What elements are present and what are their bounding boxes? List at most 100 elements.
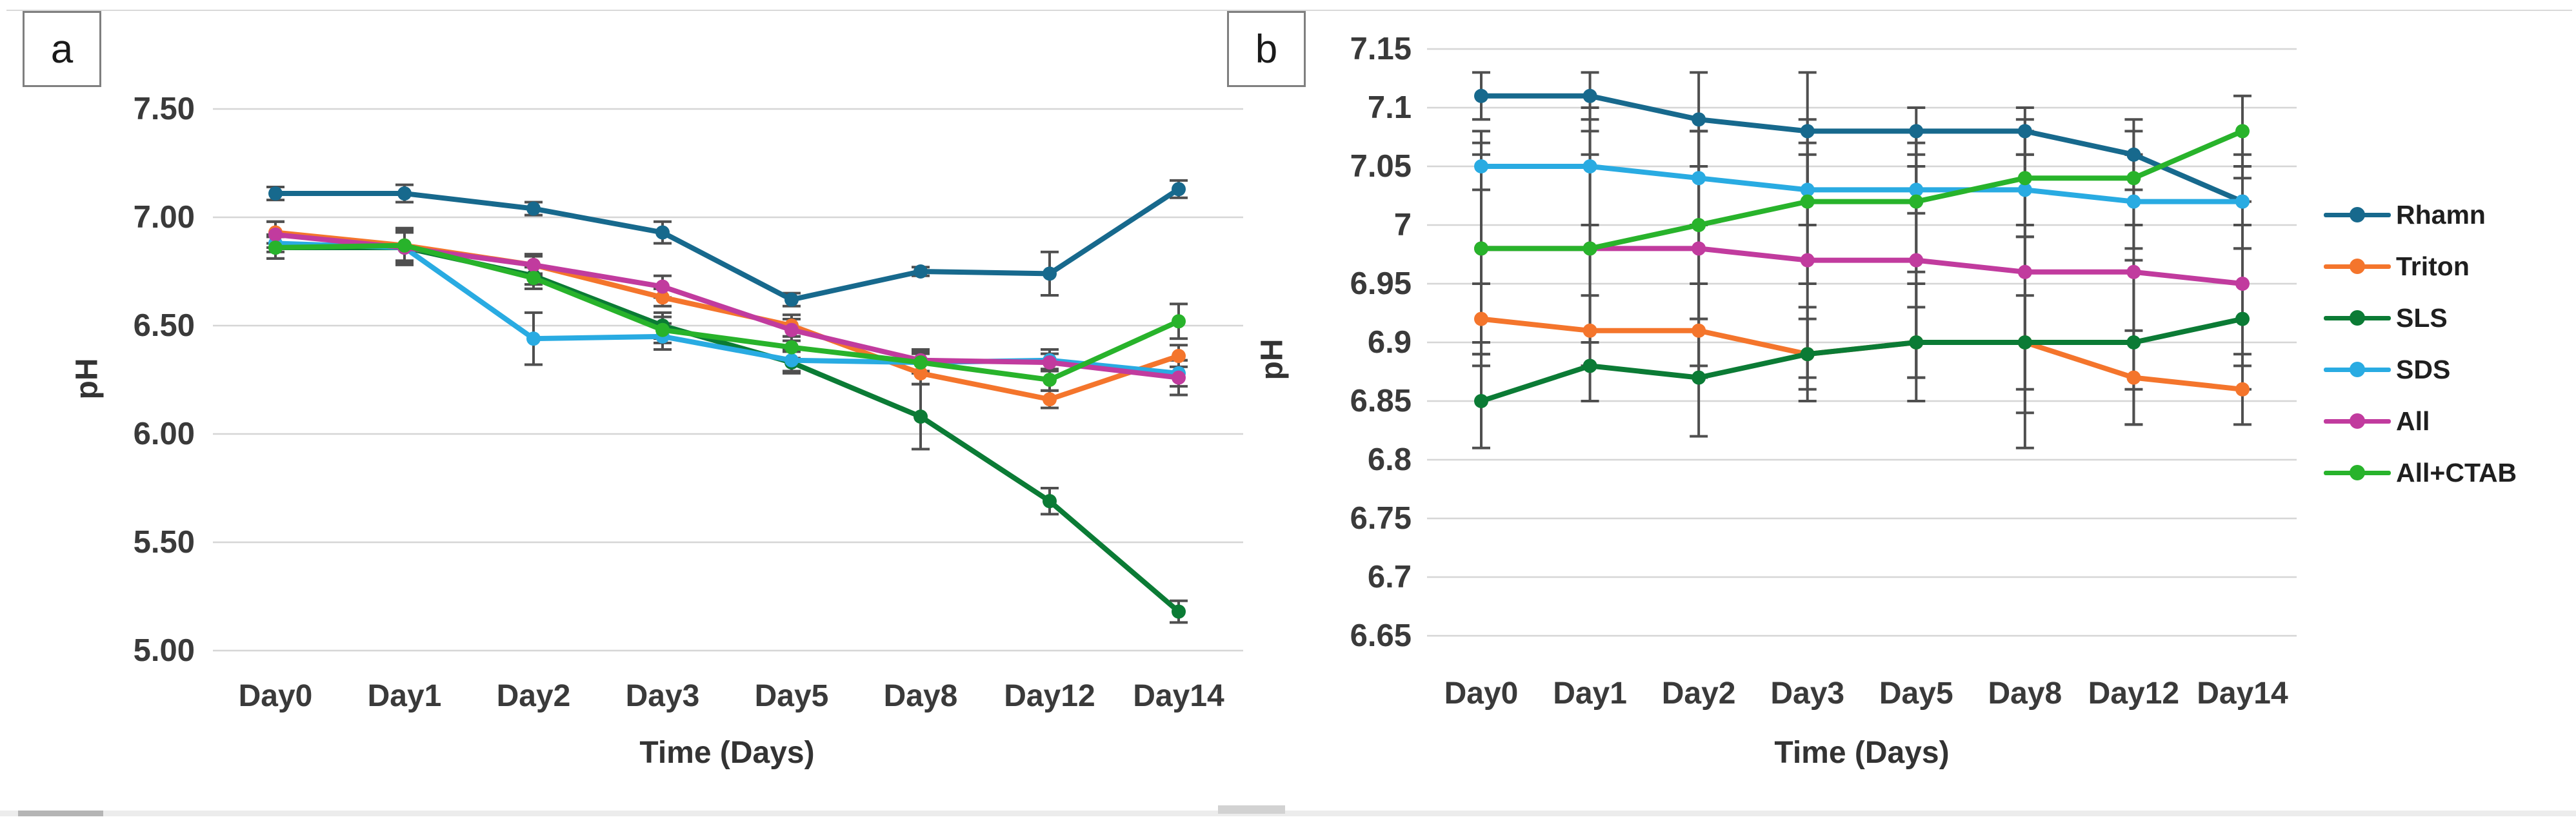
y-tick-label: 7.50 [133,92,195,126]
y-tick-label: 7.05 [1350,149,1412,184]
data-point-All+CTAB [2235,124,2250,139]
data-point-All+CTAB [784,340,799,355]
data-point-SLS [1800,347,1815,362]
legend-item-SDS: SDS [2324,354,2450,385]
data-point-Rhamn [1800,124,1815,139]
data-point-Triton [914,366,928,380]
legend-dot [2350,465,2365,480]
data-point-All+CTAB [2126,171,2141,186]
data-point-All+CTAB [914,355,928,370]
y-tick-label: 6.50 [133,308,195,343]
legend-label: SDS [2396,354,2451,384]
data-point-Rhamn [397,186,412,201]
x-tick-label: Day2 [496,679,571,713]
y-tick-label: 6.00 [133,417,195,451]
data-point-All+CTAB [2017,171,2032,186]
data-point-Triton [1043,392,1057,407]
legend-marker-icon [2324,258,2391,275]
series-line-Rhamn [1479,93,2245,204]
legend-label: SLS [2396,302,2448,333]
data-point-All [526,257,541,272]
legend-item-Rhamn: Rhamn [2324,199,2486,230]
legend-label: Triton [2396,251,2470,281]
data-point-Rhamn [2126,147,2141,162]
data-point-All+CTAB [397,238,412,253]
data-point-Rhamn [1043,266,1057,281]
panel-a-x-axis-title: Time (Days) [639,736,815,770]
x-tick-label: Day2 [1661,676,1736,711]
panel-b-x-axis-title: Time (Days) [1774,736,1950,770]
bottom-divider-tab [1218,805,1285,814]
x-tick-label: Day14 [2197,676,2288,711]
panel-b-label-box: b [1227,11,1306,87]
legend-dot [2350,310,2365,326]
legend-dot [2350,362,2365,377]
bottom-scrollbar-thumb[interactable] [18,811,103,816]
data-point-Rhamn [784,292,799,307]
data-point-All+CTAB [1800,194,1815,209]
data-point-SDS [2126,194,2141,209]
data-point-SLS [1583,359,1597,373]
y-tick-label: 6.9 [1367,325,1412,360]
data-point-SDS [1583,159,1597,173]
data-point-All [784,322,799,337]
data-point-All+CTAB [1172,314,1186,329]
data-point-SLS [1692,370,1706,385]
legend-marker-icon [2324,361,2391,378]
data-point-Triton [1583,323,1597,338]
series-line-All [1479,246,2245,286]
panel-b-letter: b [1255,26,1278,72]
data-point-All [268,227,283,242]
x-tick-label: Day5 [1879,676,1953,711]
legend-dot [2350,259,2365,274]
y-tick-label: 7.15 [1350,32,1412,66]
x-tick-label: Day1 [367,679,442,713]
data-point-Triton [2235,382,2250,397]
series-line-Triton [273,230,1181,402]
x-tick-label: Day3 [625,679,700,713]
data-point-All+CTAB [1043,373,1057,387]
data-point-Triton [1692,323,1706,338]
x-tick-label: Day12 [2088,676,2180,711]
panel-a-letter: a [50,26,74,72]
y-tick-label: 7 [1393,208,1412,242]
legend-label: All [2396,406,2430,436]
data-point-SLS [2017,335,2032,349]
legend-label: All+CTAB [2396,457,2517,487]
data-point-SDS [784,353,799,368]
data-point-SDS [1800,182,1815,197]
data-point-All [2235,277,2250,291]
data-point-All+CTAB [526,271,541,286]
data-point-All [2017,264,2032,279]
bottom-scrollbar-track[interactable] [0,811,2576,816]
data-point-Triton [1474,311,1488,326]
legend-dot [2350,207,2365,222]
data-point-Rhamn [1909,124,1924,139]
data-point-All [655,279,670,294]
data-point-SDS [2235,194,2250,209]
y-tick-label: 6.85 [1350,384,1412,418]
data-point-SDS [1474,159,1488,173]
data-point-Rhamn [1474,88,1488,103]
series-line-SDS [1479,164,2245,204]
data-point-All+CTAB [268,241,283,255]
x-tick-label: Day12 [1004,679,1095,713]
data-point-Triton [2126,370,2141,385]
legend-marker-icon [2324,413,2391,429]
legend-item-All+CTAB: All+CTAB [2324,457,2517,488]
legend-item-SLS: SLS [2324,302,2448,333]
legend-marker-icon [2324,310,2391,326]
data-point-All [1692,241,1706,256]
legend-dot [2350,413,2365,429]
y-tick-label: 6.95 [1350,266,1412,301]
data-point-Rhamn [914,264,928,279]
data-point-All [1043,355,1057,370]
y-tick-label: 5.50 [133,525,195,560]
data-point-SLS [914,409,928,424]
legend-label: Rhamn [2396,199,2486,230]
series-line-SLS [273,245,1181,615]
data-point-SLS [1474,394,1488,408]
y-tick-label: 7.00 [133,200,195,235]
